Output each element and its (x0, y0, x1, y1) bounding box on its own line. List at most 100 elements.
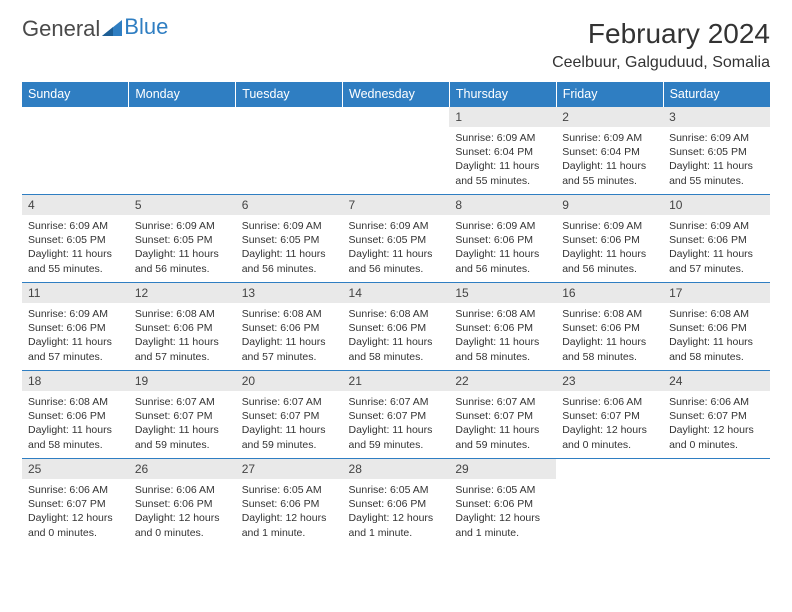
calendar-cell: 12Sunrise: 6:08 AMSunset: 6:06 PMDayligh… (129, 283, 236, 371)
day-body: Sunrise: 6:07 AMSunset: 6:07 PMDaylight:… (449, 391, 556, 456)
daylight-text: Daylight: 11 hours and 56 minutes. (242, 247, 337, 275)
day-body: Sunrise: 6:06 AMSunset: 6:07 PMDaylight:… (663, 391, 770, 456)
day-body: Sunrise: 6:09 AMSunset: 6:05 PMDaylight:… (663, 127, 770, 192)
day-body: Sunrise: 6:05 AMSunset: 6:06 PMDaylight:… (236, 479, 343, 544)
sunrise-text: Sunrise: 6:09 AM (562, 219, 657, 233)
daylight-text: Daylight: 11 hours and 58 minutes. (349, 335, 444, 363)
sunrise-text: Sunrise: 6:09 AM (455, 131, 550, 145)
sunrise-text: Sunrise: 6:08 AM (28, 395, 123, 409)
sunrise-text: Sunrise: 6:06 AM (669, 395, 764, 409)
sunset-text: Sunset: 6:06 PM (242, 497, 337, 511)
calendar-cell: 19Sunrise: 6:07 AMSunset: 6:07 PMDayligh… (129, 371, 236, 459)
sunrise-text: Sunrise: 6:07 AM (135, 395, 230, 409)
daylight-text: Daylight: 11 hours and 59 minutes. (455, 423, 550, 451)
sunset-text: Sunset: 6:05 PM (349, 233, 444, 247)
day-header: Tuesday (236, 82, 343, 107)
calendar-cell (129, 107, 236, 195)
sunset-text: Sunset: 6:04 PM (455, 145, 550, 159)
sunset-text: Sunset: 6:06 PM (455, 497, 550, 511)
day-number: 27 (236, 459, 343, 479)
day-number: 18 (22, 371, 129, 391)
daylight-text: Daylight: 11 hours and 59 minutes. (242, 423, 337, 451)
day-header-row: Sunday Monday Tuesday Wednesday Thursday… (22, 82, 770, 107)
day-number: 28 (343, 459, 450, 479)
day-body: Sunrise: 6:09 AMSunset: 6:05 PMDaylight:… (22, 215, 129, 280)
calendar-cell: 2Sunrise: 6:09 AMSunset: 6:04 PMDaylight… (556, 107, 663, 195)
sunrise-text: Sunrise: 6:05 AM (242, 483, 337, 497)
sunrise-text: Sunrise: 6:08 AM (349, 307, 444, 321)
calendar-cell: 24Sunrise: 6:06 AMSunset: 6:07 PMDayligh… (663, 371, 770, 459)
sunrise-text: Sunrise: 6:09 AM (669, 131, 764, 145)
day-number: 14 (343, 283, 450, 303)
sunrise-text: Sunrise: 6:09 AM (28, 219, 123, 233)
daylight-text: Daylight: 11 hours and 56 minutes. (455, 247, 550, 275)
calendar-cell: 16Sunrise: 6:08 AMSunset: 6:06 PMDayligh… (556, 283, 663, 371)
logo-sail-icon (102, 20, 124, 38)
sunrise-text: Sunrise: 6:09 AM (242, 219, 337, 233)
daylight-text: Daylight: 11 hours and 55 minutes. (669, 159, 764, 187)
sunset-text: Sunset: 6:06 PM (135, 497, 230, 511)
calendar-cell: 7Sunrise: 6:09 AMSunset: 6:05 PMDaylight… (343, 195, 450, 283)
calendar-cell: 26Sunrise: 6:06 AMSunset: 6:06 PMDayligh… (129, 459, 236, 547)
day-body: Sunrise: 6:08 AMSunset: 6:06 PMDaylight:… (22, 391, 129, 456)
calendar-cell: 5Sunrise: 6:09 AMSunset: 6:05 PMDaylight… (129, 195, 236, 283)
daylight-text: Daylight: 11 hours and 55 minutes. (455, 159, 550, 187)
sunrise-text: Sunrise: 6:09 AM (349, 219, 444, 233)
sunset-text: Sunset: 6:06 PM (349, 497, 444, 511)
day-body: Sunrise: 6:05 AMSunset: 6:06 PMDaylight:… (449, 479, 556, 544)
sunset-text: Sunset: 6:05 PM (28, 233, 123, 247)
day-number: 3 (663, 107, 770, 127)
day-body: Sunrise: 6:09 AMSunset: 6:06 PMDaylight:… (556, 215, 663, 280)
calendar-cell (343, 107, 450, 195)
logo-word-1: General (22, 18, 100, 40)
calendar-cell: 20Sunrise: 6:07 AMSunset: 6:07 PMDayligh… (236, 371, 343, 459)
calendar-cell (556, 459, 663, 547)
sunset-text: Sunset: 6:05 PM (135, 233, 230, 247)
day-header: Sunday (22, 82, 129, 107)
day-number: 15 (449, 283, 556, 303)
daylight-text: Daylight: 11 hours and 58 minutes. (455, 335, 550, 363)
day-number: 5 (129, 195, 236, 215)
day-number: 29 (449, 459, 556, 479)
day-body: Sunrise: 6:07 AMSunset: 6:07 PMDaylight:… (343, 391, 450, 456)
calendar-cell: 13Sunrise: 6:08 AMSunset: 6:06 PMDayligh… (236, 283, 343, 371)
day-body: Sunrise: 6:09 AMSunset: 6:05 PMDaylight:… (129, 215, 236, 280)
day-body: Sunrise: 6:07 AMSunset: 6:07 PMDaylight:… (129, 391, 236, 456)
sunrise-text: Sunrise: 6:05 AM (349, 483, 444, 497)
calendar-cell: 8Sunrise: 6:09 AMSunset: 6:06 PMDaylight… (449, 195, 556, 283)
day-body: Sunrise: 6:07 AMSunset: 6:07 PMDaylight:… (236, 391, 343, 456)
sunrise-text: Sunrise: 6:07 AM (455, 395, 550, 409)
day-body: Sunrise: 6:09 AMSunset: 6:04 PMDaylight:… (556, 127, 663, 192)
daylight-text: Daylight: 11 hours and 57 minutes. (242, 335, 337, 363)
calendar-cell: 22Sunrise: 6:07 AMSunset: 6:07 PMDayligh… (449, 371, 556, 459)
month-title: February 2024 (552, 18, 770, 50)
sunrise-text: Sunrise: 6:06 AM (562, 395, 657, 409)
logo-word-2: Blue (124, 16, 168, 38)
day-number: 26 (129, 459, 236, 479)
sunset-text: Sunset: 6:07 PM (242, 409, 337, 423)
day-body: Sunrise: 6:08 AMSunset: 6:06 PMDaylight:… (343, 303, 450, 368)
sunrise-text: Sunrise: 6:06 AM (135, 483, 230, 497)
calendar-cell: 6 Sunrise: 6:09 AMSunset: 6:05 PMDaylight… (236, 195, 343, 283)
day-number: 6 (236, 195, 343, 215)
location: Ceelbuur, Galguduud, Somalia (552, 54, 770, 72)
sunset-text: Sunset: 6:06 PM (28, 409, 123, 423)
day-body: Sunrise: 6:06 AMSunset: 6:06 PMDaylight:… (129, 479, 236, 544)
daylight-text: Daylight: 11 hours and 58 minutes. (669, 335, 764, 363)
day-header: Friday (556, 82, 663, 107)
sunset-text: Sunset: 6:06 PM (562, 233, 657, 247)
day-body: Sunrise: 6:09 AMSunset: 6:05 PMDaylight:… (343, 215, 450, 280)
day-number: 7 (343, 195, 450, 215)
sunset-text: Sunset: 6:05 PM (669, 145, 764, 159)
daylight-text: Daylight: 11 hours and 57 minutes. (28, 335, 123, 363)
calendar-cell: 1Sunrise: 6:09 AMSunset: 6:04 PMDaylight… (449, 107, 556, 195)
sunrise-text: Sunrise: 6:08 AM (135, 307, 230, 321)
calendar-week-row: 25Sunrise: 6:06 AMSunset: 6:07 PMDayligh… (22, 459, 770, 547)
sunset-text: Sunset: 6:05 PM (242, 233, 337, 247)
day-number: 25 (22, 459, 129, 479)
sunrise-text: Sunrise: 6:09 AM (28, 307, 123, 321)
sunrise-text: Sunrise: 6:08 AM (242, 307, 337, 321)
sunrise-text: Sunrise: 6:09 AM (455, 219, 550, 233)
sunset-text: Sunset: 6:06 PM (28, 321, 123, 335)
daylight-text: Daylight: 12 hours and 1 minute. (242, 511, 337, 539)
